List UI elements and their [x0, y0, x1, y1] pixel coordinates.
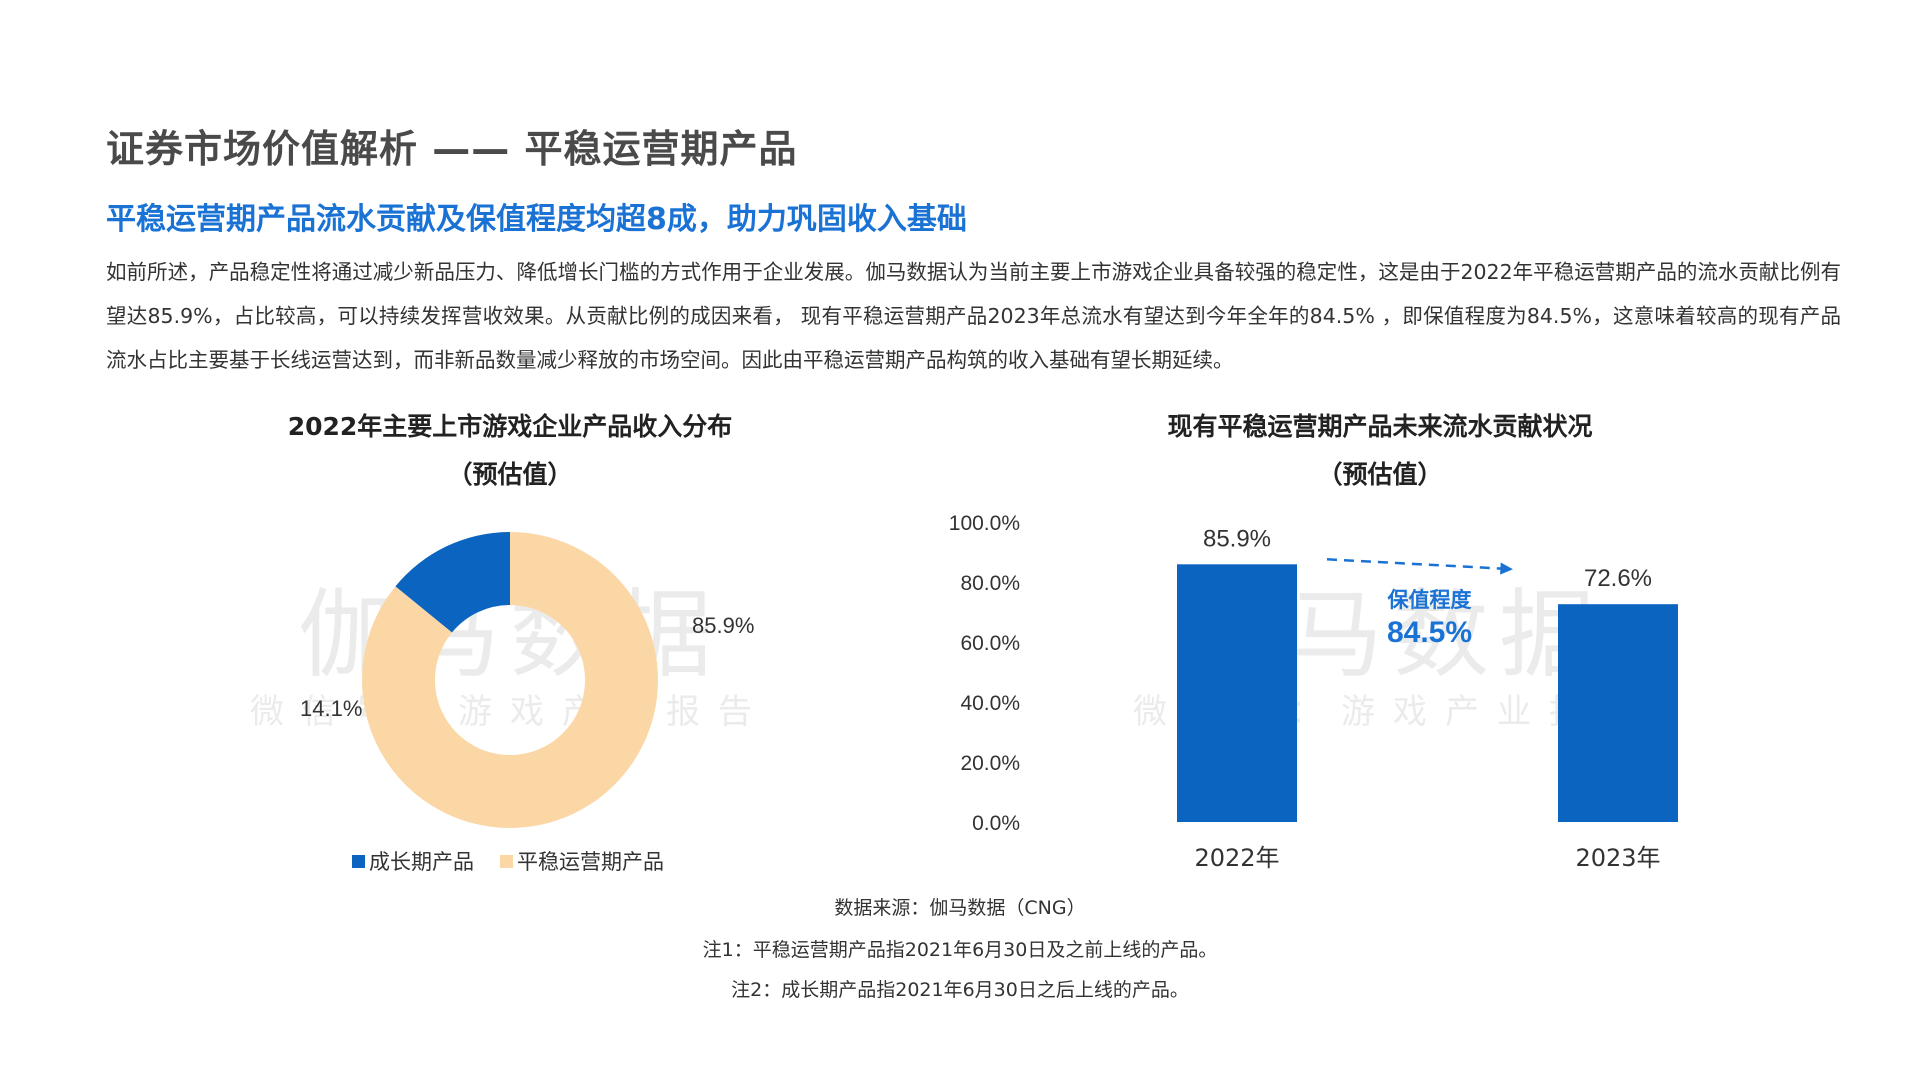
- y-tick-label: 80.0%: [960, 572, 1020, 595]
- bar-chart-title-line2: （预估值）: [1317, 460, 1443, 489]
- pie-legend: 成长期产品 平稳运营期产品: [352, 846, 664, 876]
- bar-chart-title-line1: 现有平稳运营期产品未来流水贡献状况: [1167, 412, 1593, 441]
- retention-arrow-head: [1500, 562, 1513, 575]
- y-tick-label: 40.0%: [960, 692, 1020, 715]
- x-category-label: 2022年: [1194, 844, 1279, 872]
- pie-chart-title: 2022年主要上市游戏企业产品收入分布 （预估值）: [230, 403, 790, 499]
- bar-value-label: 72.6%: [1584, 565, 1652, 592]
- bar-2: [1558, 604, 1678, 822]
- legend-item-stable: 平稳运营期产品: [500, 846, 664, 876]
- data-source-note: 数据来源：伽马数据（CNG）: [834, 897, 1086, 919]
- pie-label-stable: 85.9%: [692, 613, 754, 638]
- legend-swatch-growth: [352, 854, 365, 868]
- bar-chart-title: 现有平稳运营期产品未来流水贡献状况 （预估值）: [1080, 403, 1680, 499]
- y-tick-label: 100.0%: [949, 512, 1020, 535]
- x-category-label: 2023年: [1575, 844, 1660, 872]
- footnote-1: 注1：平稳运营期产品指2021年6月30日及之前上线的产品。: [702, 939, 1218, 961]
- legend-item-growth: 成长期产品: [352, 846, 474, 876]
- y-tick-label: 20.0%: [960, 752, 1020, 775]
- bar-chart: 0.0% 20.0% 40.0% 60.0% 80.0% 100.0% 85.9% 2022年…: [949, 512, 1678, 872]
- legend-label-stable: 平稳运营期产品: [517, 850, 664, 874]
- legend-swatch-stable: [500, 854, 513, 868]
- intro-paragraph: 如前所述，产品稳定性将通过减少新品压力、降低增长门槛的方式作用于企业发展。伽马数…: [106, 260, 1841, 372]
- y-tick-label: 0.0%: [972, 812, 1020, 835]
- y-tick-label: 60.0%: [960, 632, 1020, 655]
- retention-annotation-label: 保值程度: [1387, 588, 1472, 612]
- footnote-2: 注2：成长期产品指2021年6月30日之后上线的产品。: [731, 979, 1189, 1001]
- bar-value-label: 85.9%: [1203, 525, 1271, 552]
- pie-slice-stable: [362, 532, 658, 828]
- legend-label-growth: 成长期产品: [369, 850, 474, 874]
- pie-chart: 14.1% 85.9%: [300, 532, 754, 828]
- pie-slice-growth: [395, 532, 510, 633]
- bar-1: [1177, 564, 1297, 822]
- retention-annotation-value: 84.5%: [1387, 616, 1472, 649]
- page-title: 证券市场价值解析 —— 平稳运营期产品: [106, 127, 798, 171]
- retention-arrow: [1326, 558, 1514, 571]
- pie-label-growth: 14.1%: [300, 696, 362, 721]
- pie-chart-title-line2: （预估值）: [447, 460, 573, 489]
- pie-chart-title-line1: 2022年主要上市游戏企业产品收入分布: [287, 412, 733, 441]
- page-subtitle: 平稳运营期产品流水贡献及保值程度均超8成，助力巩固收入基础: [106, 202, 967, 237]
